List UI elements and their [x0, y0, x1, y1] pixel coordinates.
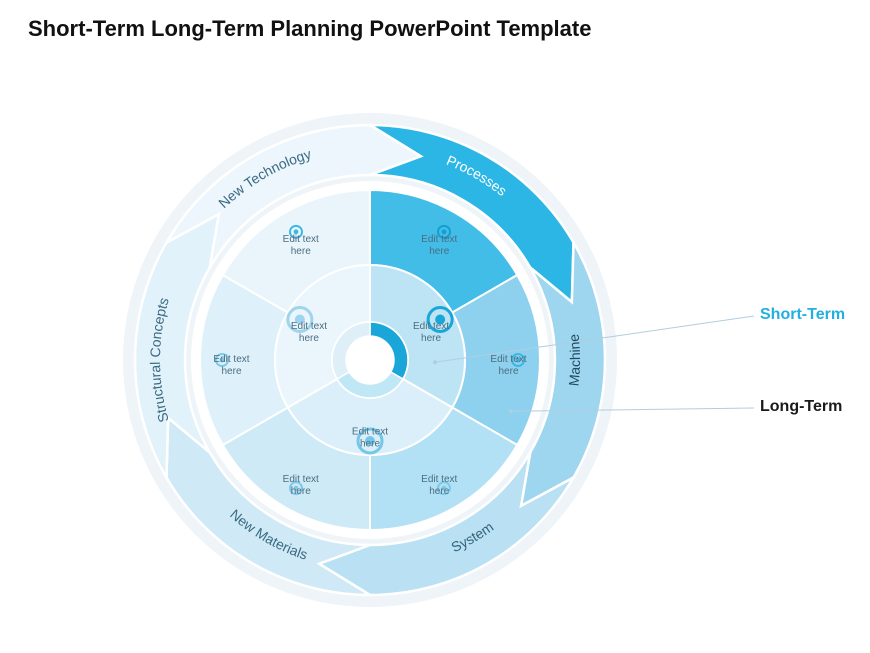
mid-placeholder-0: Edit text — [421, 234, 457, 245]
hub-hole — [346, 336, 394, 384]
legend-short-term: Short-Term — [760, 306, 845, 324]
mid-placeholder-2: Edit text — [421, 474, 457, 485]
inner-placeholder-2-l2: here — [299, 333, 319, 344]
mid-placeholder-4-l2: here — [221, 366, 241, 377]
mid-placeholder-3-l2: here — [291, 486, 311, 497]
inner-placeholder-0-l2: here — [421, 333, 441, 344]
mid-placeholder-0-l2: here — [429, 246, 449, 257]
inner-placeholder-0: Edit text — [413, 321, 449, 332]
circular-diagram: ProcessesMachineSystemNew MaterialsStruc… — [0, 0, 870, 653]
legend-long-term: Long-Term — [760, 398, 842, 416]
inner-placeholder-2: Edit text — [291, 321, 327, 332]
mid-placeholder-4: Edit text — [213, 354, 249, 365]
mid-placeholder-1-l2: here — [498, 366, 518, 377]
mid-placeholder-5: Edit text — [283, 234, 319, 245]
mid-placeholder-2-l2: here — [429, 486, 449, 497]
leader-short-dot — [433, 360, 437, 364]
inner-placeholder-1: Edit text — [352, 427, 388, 438]
inner-placeholder-1-l2: here — [360, 439, 380, 450]
mid-placeholder-1: Edit text — [490, 354, 526, 365]
mid-placeholder-3: Edit text — [283, 474, 319, 485]
leader-long-dot — [509, 409, 513, 413]
mid-placeholder-5-l2: here — [291, 246, 311, 257]
